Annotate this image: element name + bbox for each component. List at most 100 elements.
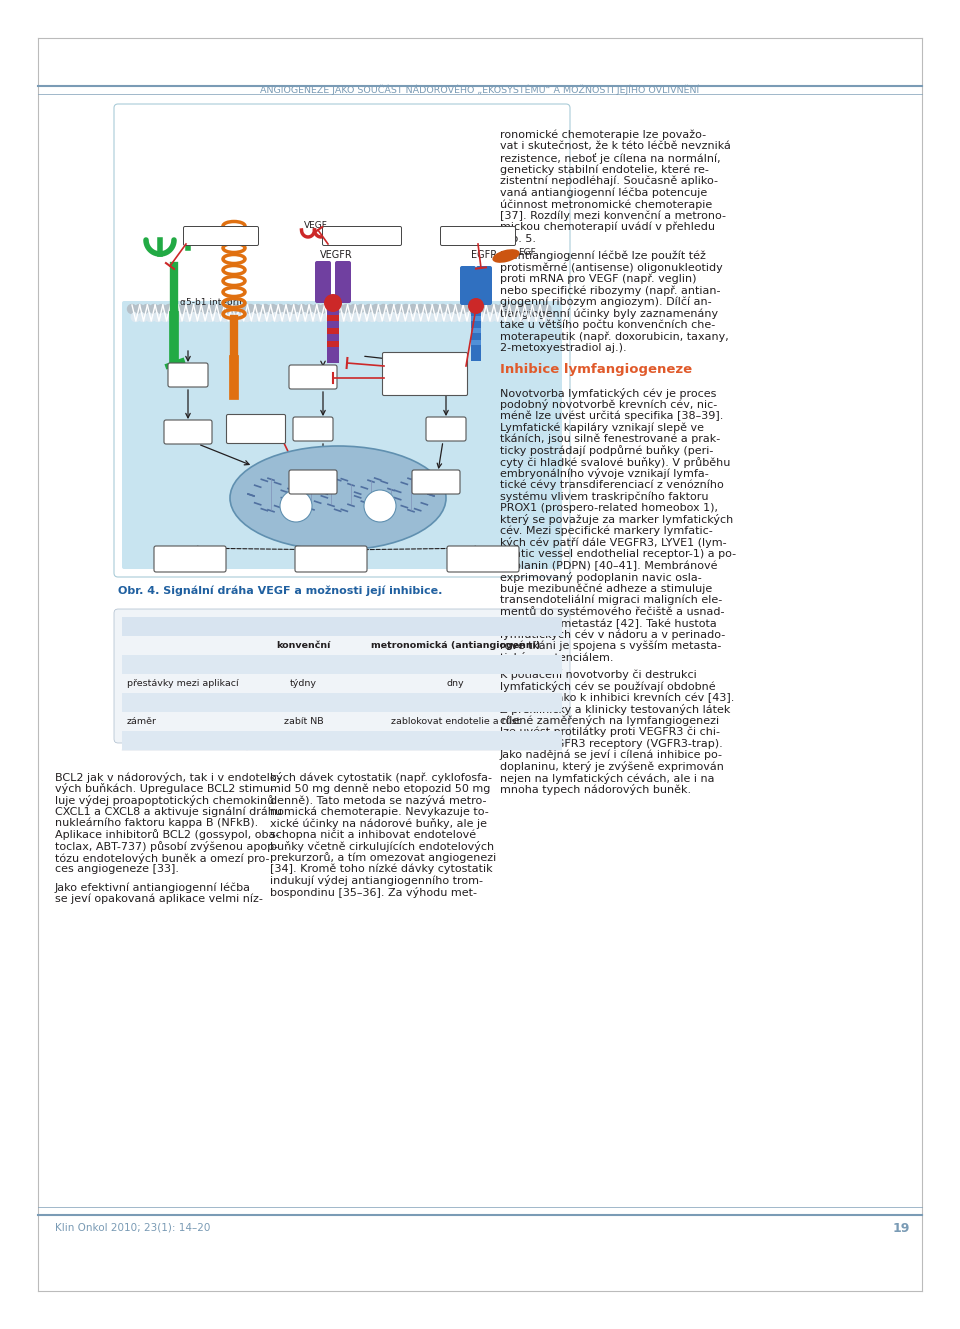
Text: Z preklinicky a klinicky testovaných látek: Z preklinicky a klinicky testovaných lát… [500,704,731,715]
Text: prekurzorů, a tím omezovat angiogenezi: prekurzorů, a tím omezovat angiogenezi [270,852,496,864]
Text: giogenní ribozym angiozym). Dílčí an-: giogenní ribozym angiozym). Dílčí an- [500,296,711,307]
Text: ronomické chemoterapie lze považo-: ronomické chemoterapie lze považo- [500,130,707,141]
Circle shape [183,312,192,322]
Text: který se považuje za marker lymfatických: který se považuje za marker lymfatických [500,514,733,525]
Circle shape [268,304,277,314]
FancyBboxPatch shape [114,609,570,743]
Text: dny: dny [447,679,465,688]
Circle shape [272,312,280,322]
Circle shape [461,304,469,314]
Text: VEGF: VEGF [304,221,328,230]
Text: EGFR: EGFR [471,250,497,260]
Text: tiangiogenní účinky byly zaznamenány: tiangiogenní účinky byly zaznamenány [500,308,718,319]
Text: desetina dávky: desetina dávky [420,661,492,668]
Circle shape [405,312,414,322]
Text: PI3K: PI3K [303,373,323,383]
Text: VEGFR: VEGFR [320,250,352,260]
Text: Tab. 4. Rozdíly mezi konvenční a metronomickou chemoterapií.: Tab. 4. Rozdíly mezi konvenční a metrono… [128,621,476,631]
Circle shape [513,304,521,314]
Text: rezistence, neboť je cílena na normální,: rezistence, neboť je cílena na normální, [500,153,721,163]
Circle shape [439,304,447,314]
Text: tické cévy transdiferenciací z venózního: tické cévy transdiferenciací z venózního [500,480,724,490]
Circle shape [375,312,384,322]
Text: podobný novotvorbě krevních cév, nic-: podobný novotvorbě krevních cév, nic- [500,399,717,411]
Circle shape [257,312,266,322]
Text: metronomická (antiangiogenní): metronomická (antiangiogenní) [372,641,540,650]
Text: méně lze uvést určitá specifika [38–39].: méně lze uvést určitá specifika [38–39]. [500,411,724,421]
Text: strategie jako k inhibici krevních cév [43].: strategie jako k inhibici krevních cév [… [500,692,734,703]
Circle shape [519,304,529,314]
Text: tózu endotelových buněk a omezí pro-: tózu endotelových buněk a omezí pro- [55,852,270,864]
Circle shape [231,304,240,314]
Text: cév. Mezi specifické markery lymfatic-: cév. Mezi specifické markery lymfatic- [500,525,712,536]
Circle shape [379,304,388,314]
Text: lze uvést protilátky proti VEGFR3 či chi-: lze uvést protilátky proti VEGFR3 či chi… [500,727,720,738]
FancyBboxPatch shape [412,470,460,494]
Text: kurativní záměr adjuvance: kurativní záměr adjuvance [240,736,367,746]
Text: Aplikace inhibitorů BCL2 (gossypol, oba-: Aplikace inhibitorů BCL2 (gossypol, oba- [55,829,279,840]
Circle shape [468,304,477,314]
Circle shape [409,304,418,314]
Circle shape [349,304,358,314]
Circle shape [364,490,396,522]
Circle shape [242,312,252,322]
Text: mentů do systémového řečiště a usnad-: mentů do systémového řečiště a usnad- [500,606,725,617]
Circle shape [305,304,314,314]
Text: konvenční: konvenční [276,641,330,650]
Text: schopna ničit a inhibovat endotelové: schopna ničit a inhibovat endotelové [270,829,476,840]
Text: tab. 5.: tab. 5. [500,234,536,243]
Circle shape [235,312,244,322]
Text: nomická chemoterapie. Nevykazuje to-: nomická chemoterapie. Nevykazuje to- [270,807,489,817]
Text: MAPK: MAPK [423,478,448,488]
Text: metastázování: metastázování [449,556,516,565]
Circle shape [416,304,425,314]
Circle shape [150,304,158,314]
Circle shape [445,304,455,314]
Circle shape [475,304,484,314]
Circle shape [224,304,232,314]
Circle shape [413,312,421,322]
FancyBboxPatch shape [293,417,333,441]
Circle shape [190,312,200,322]
Text: vaná antiangiogenní léčba potencuje: vaná antiangiogenní léčba potencuje [500,187,708,198]
Circle shape [468,298,484,314]
Text: sorafenib: sorafenib [388,373,425,381]
Circle shape [353,312,362,322]
FancyBboxPatch shape [295,546,367,571]
Text: tkáních, jsou silně fenestrované a prak-: tkáních, jsou silně fenestrované a prak- [500,433,720,444]
Circle shape [545,312,555,322]
Text: mérické VGFR3 receptory (VGFR3-trap).: mérické VGFR3 receptory (VGFR3-trap). [500,739,723,748]
Text: vých buňkách. Upregulace BCL2 stimu-: vých buňkách. Upregulace BCL2 stimu- [55,784,275,795]
Text: moterapeutik (např. doxorubicin, taxany,: moterapeutik (např. doxorubicin, taxany, [500,331,729,342]
Text: záměr: záměr [127,718,157,726]
Text: mid 50 mg denně nebo etopozid 50 mg: mid 50 mg denně nebo etopozid 50 mg [270,784,491,793]
Text: STAT: STAT [178,428,199,437]
Circle shape [264,312,274,322]
Ellipse shape [230,447,446,550]
Circle shape [202,304,210,314]
Text: BCL2 jak v nádorových, tak i v endotelo-: BCL2 jak v nádorových, tak i v endotelo- [55,772,281,783]
Text: luje výdej proapoptotických chemokinů: luje výdej proapoptotických chemokinů [55,795,275,805]
FancyBboxPatch shape [114,104,570,577]
Circle shape [246,304,255,314]
Text: toclax, ABT-737) působí zvýšenou apop-: toclax, ABT-737) působí zvýšenou apop- [55,841,278,852]
Text: α5-b1 integrin: α5-b1 integrin [180,298,245,307]
Bar [327,315,339,322]
Text: rové tkáni je spojena s vyšším metasta-: rové tkáni je spojena s vyšším metasta- [500,641,721,651]
FancyBboxPatch shape [426,363,466,387]
Circle shape [331,312,340,322]
FancyBboxPatch shape [323,226,401,246]
Circle shape [483,304,492,314]
Text: volociximab: volociximab [194,231,249,241]
FancyBboxPatch shape [183,226,258,246]
Circle shape [313,304,322,314]
Text: embryonálního vývoje vznikají lymfa-: embryonálního vývoje vznikají lymfa- [500,468,708,478]
FancyBboxPatch shape [154,546,226,571]
Circle shape [509,312,517,322]
Circle shape [539,312,547,322]
Text: 19: 19 [893,1221,910,1235]
Text: geneticky stabilní endotelie, které re-: geneticky stabilní endotelie, které re- [500,165,708,175]
Text: ces angiogeneze [33].: ces angiogeneze [33]. [55,864,179,874]
Circle shape [394,304,403,314]
FancyBboxPatch shape [447,546,519,571]
